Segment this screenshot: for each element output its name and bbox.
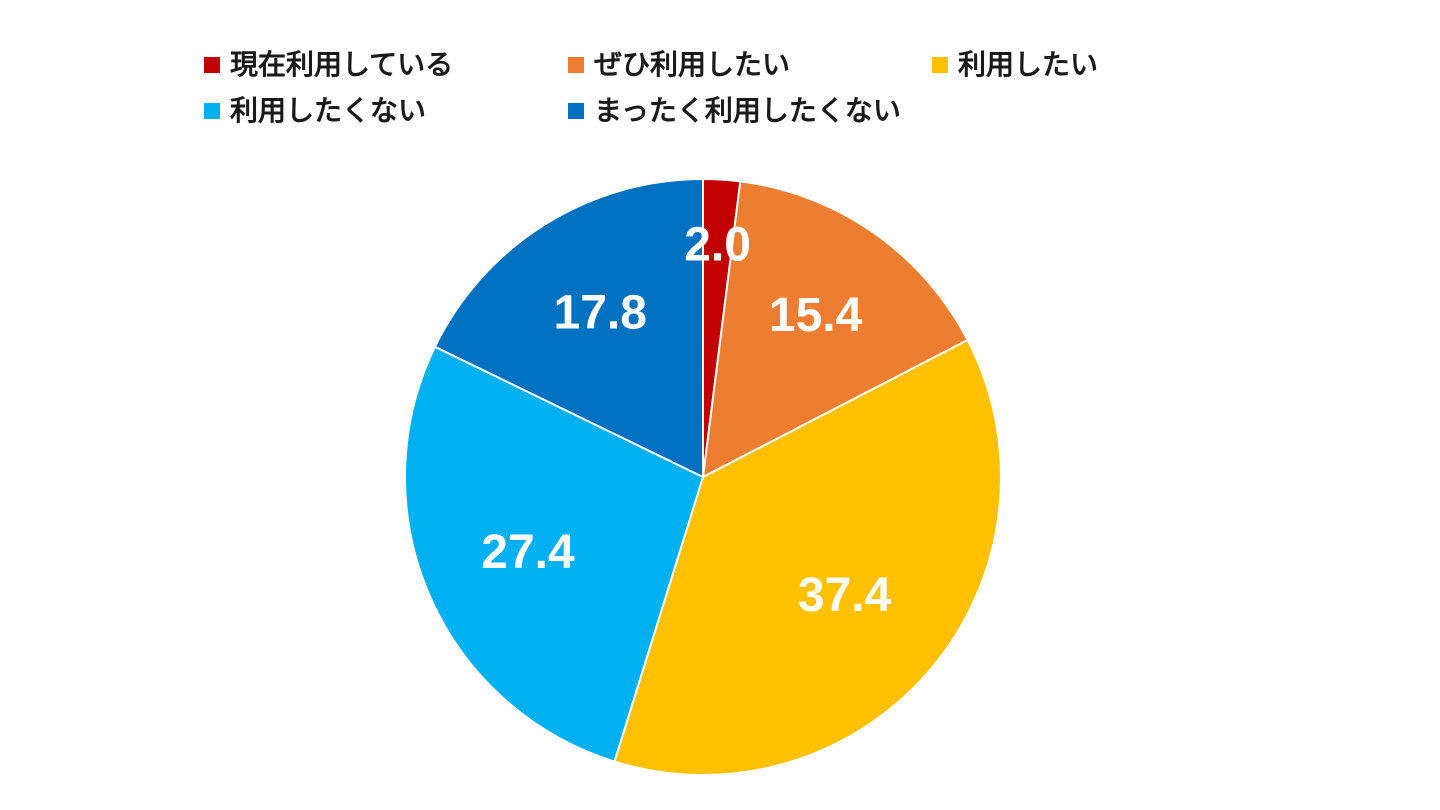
legend-label-currently-using: 現在利用している xyxy=(230,48,454,81)
legend-label-definitely-want: ぜひ利用したい xyxy=(594,48,791,81)
slice-value-label-want: 37.4 xyxy=(798,569,892,622)
legend-swatch-not-at-all xyxy=(568,103,584,119)
legend-swatch-do-not-want xyxy=(204,103,220,119)
legend-item-want: 利用したい xyxy=(932,45,1098,85)
legend-swatch-want xyxy=(932,57,948,73)
pie-slices xyxy=(404,177,1002,776)
pie-slice-definitely-want xyxy=(701,180,970,479)
pie-slice-want xyxy=(613,338,1002,776)
legend-item-currently-using: 現在利用している xyxy=(204,45,453,85)
legend-swatch-currently-using xyxy=(204,57,220,73)
pie-slice-not-at-all xyxy=(433,177,704,479)
legend-swatch-definitely-want xyxy=(568,57,584,73)
legend-item-not-at-all: まったく利用したくない xyxy=(568,91,901,131)
slice-value-label-definitely-want: 15.4 xyxy=(769,289,863,342)
pie-slice-do-not-want xyxy=(404,345,705,763)
slice-value-label-do-not-want: 27.4 xyxy=(481,526,575,579)
pie-value-labels: 2.0 15.4 37.4 27.4 17.8 xyxy=(481,219,891,623)
legend-label-not-at-all: まったく利用したくない xyxy=(594,94,901,127)
legend-item-do-not-want: 利用したくない xyxy=(204,91,426,131)
legend-item-definitely-want: ぜひ利用したい xyxy=(568,45,790,85)
legend-label-do-not-want: 利用したくない xyxy=(230,94,427,127)
slice-value-label-not-at-all: 17.8 xyxy=(554,286,647,339)
slice-value-label-currently-using: 2.0 xyxy=(684,219,751,272)
legend-label-want: 利用したい xyxy=(958,48,1099,81)
